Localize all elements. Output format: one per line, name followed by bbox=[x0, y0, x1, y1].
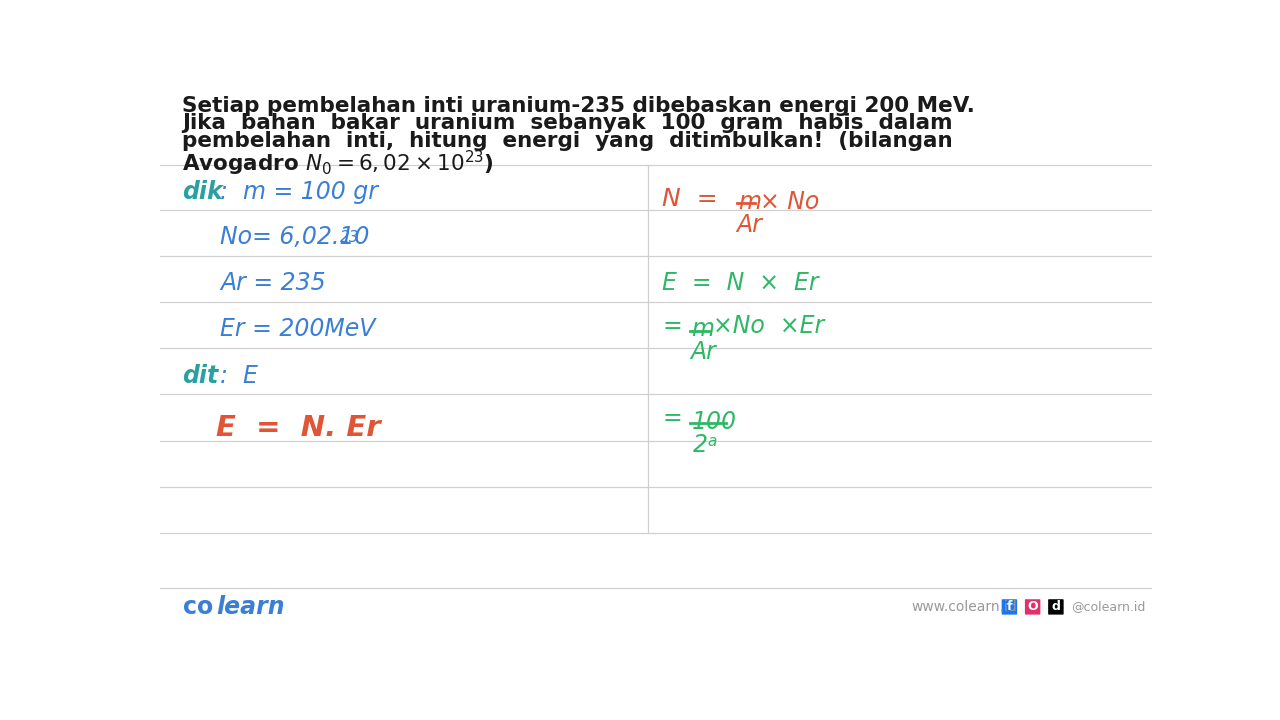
Text: Er = 200MeV: Er = 200MeV bbox=[220, 318, 376, 341]
Text: www.colearn.id: www.colearn.id bbox=[911, 600, 1018, 614]
Text: :  E: : E bbox=[220, 364, 259, 387]
Text: dik: dik bbox=[182, 180, 223, 204]
Text: 100: 100 bbox=[691, 410, 737, 433]
Text: E  =  N. Er: E = N. Er bbox=[216, 414, 380, 441]
Text: d: d bbox=[1051, 600, 1060, 613]
Text: dit: dit bbox=[182, 364, 218, 387]
Text: Ar = 235: Ar = 235 bbox=[220, 271, 326, 295]
Text: a: a bbox=[707, 434, 717, 449]
Text: =: = bbox=[662, 313, 682, 338]
Text: pembelahan  inti,  hitung  energi  yang  ditimbulkan!  (bilangan: pembelahan inti, hitung energi yang diti… bbox=[182, 131, 952, 151]
Text: 23: 23 bbox=[339, 230, 360, 245]
Text: m: m bbox=[691, 318, 714, 341]
FancyBboxPatch shape bbox=[1002, 599, 1018, 615]
Text: No= 6,02.10: No= 6,02.10 bbox=[220, 225, 370, 249]
FancyBboxPatch shape bbox=[1025, 599, 1041, 615]
Text: co: co bbox=[183, 595, 214, 619]
FancyBboxPatch shape bbox=[1048, 599, 1064, 615]
Text: × No: × No bbox=[760, 189, 819, 214]
Text: ×No  ×Er: ×No ×Er bbox=[713, 313, 824, 338]
Text: Jika  bahan  bakar  uranium  sebanyak  100  gram  habis  dalam: Jika bahan bakar uranium sebanyak 100 gr… bbox=[182, 113, 952, 133]
Text: Avogadro $N_0 = 6,02 \times 10^{23}$): Avogadro $N_0 = 6,02 \times 10^{23}$) bbox=[182, 149, 494, 178]
Text: @colearn.id: @colearn.id bbox=[1070, 600, 1146, 613]
Text: O: O bbox=[1028, 600, 1038, 613]
Text: N  =: N = bbox=[662, 186, 718, 210]
Text: 2: 2 bbox=[694, 433, 708, 457]
Text: learn: learn bbox=[216, 595, 285, 619]
Text: f: f bbox=[1006, 600, 1012, 613]
Text: Setiap pembelahan inti uranium-235 dibebaskan energi 200 MeV.: Setiap pembelahan inti uranium-235 dibeb… bbox=[182, 96, 974, 116]
Text: m: m bbox=[739, 189, 762, 214]
Text: E  =  N  ×  Er: E = N × Er bbox=[662, 271, 819, 295]
Text: Ar: Ar bbox=[690, 341, 716, 364]
Text: Ar: Ar bbox=[736, 213, 763, 238]
Text: :  m = 100 gr: : m = 100 gr bbox=[220, 180, 379, 204]
Text: =: = bbox=[662, 406, 682, 430]
